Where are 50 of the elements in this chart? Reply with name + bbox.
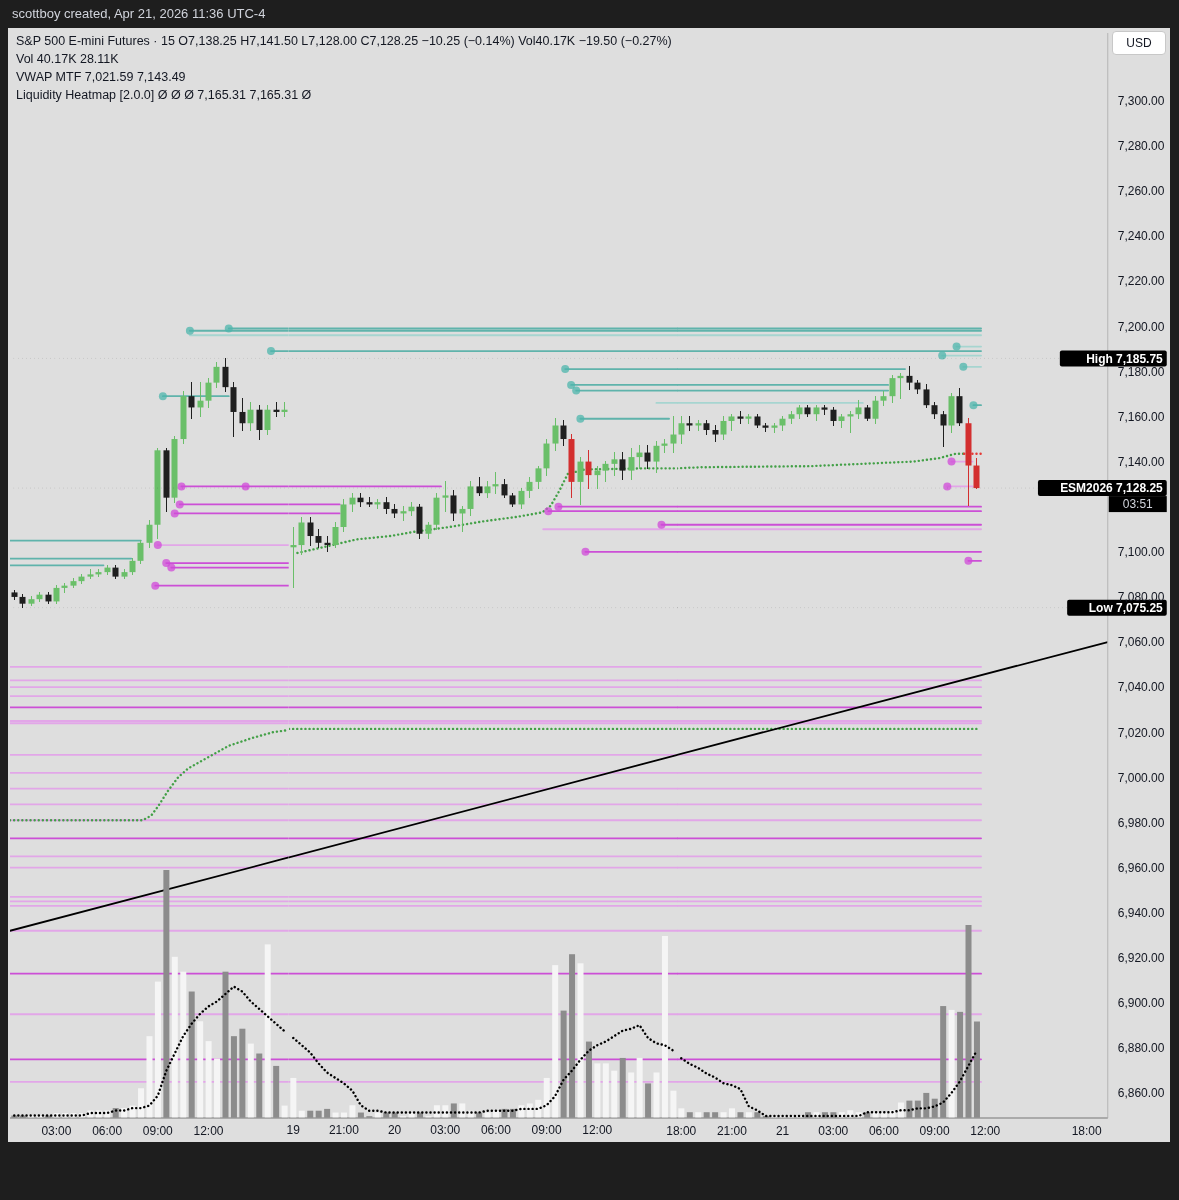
y-tick-label: 6,980.00: [1117, 815, 1165, 830]
text: scottboy created, Apr 21, 2026 11:36 UTC-4: [12, 6, 266, 21]
y-tick-label: 6,960.00: [1117, 860, 1165, 875]
x-tick-label: 21:00: [717, 1123, 748, 1138]
x-tick-label: 12:00: [970, 1123, 1001, 1138]
y-tick-label: 7,220.00: [1117, 274, 1165, 289]
x-tick-label: 21:00: [328, 1123, 359, 1138]
y-tick-label: 7,000.00: [1117, 770, 1165, 785]
y-tick-label: 7,300.00: [1117, 93, 1165, 108]
y-tick-label: 6,920.00: [1117, 951, 1165, 966]
currency-button: USD: [1112, 31, 1166, 55]
y-tick-label: 7,140.00: [1117, 454, 1165, 469]
x-tick-label: 19: [286, 1123, 300, 1138]
y-tick-label: 7,200.00: [1117, 319, 1165, 334]
y-tick-label: 7,020.00: [1117, 725, 1165, 740]
y-tick-label: 7,160.00: [1117, 409, 1165, 424]
x-tick-label: 09:00: [531, 1123, 562, 1138]
y-tick-label: 7,100.00: [1117, 545, 1165, 560]
x-tick-label: 21: [776, 1123, 790, 1138]
x-tick-label: 12:00: [582, 1123, 613, 1138]
annotation: Vol 40.17K 28.11K: [16, 51, 120, 68]
x-tick-label: 06:00: [869, 1123, 900, 1138]
ref-line-label: Low 7,075.25: [1089, 600, 1164, 615]
x-tick-label: 03:00: [818, 1123, 849, 1138]
ref-line-label: ESM2026 7,128.25: [1060, 481, 1164, 496]
text: 03:51: [1122, 497, 1154, 512]
y-tick-label: 6,880.00: [1117, 1041, 1165, 1056]
x-tick-label: 12:00: [193, 1123, 224, 1138]
y-tick-label: 7,180.00: [1117, 364, 1165, 379]
y-tick-label: 7,240.00: [1117, 229, 1165, 244]
x-tick-label: 18:00: [1071, 1123, 1103, 1138]
x-tick-label: 03:00: [41, 1123, 72, 1138]
annotation: VWAP MTF 7,021.59 7,143.49: [16, 69, 187, 86]
x-tick-label: 03:00: [429, 1123, 461, 1138]
y-tick-label: 6,860.00: [1117, 1086, 1165, 1101]
x-tick-label: 09:00: [142, 1123, 174, 1138]
y-tick-label: 7,060.00: [1117, 635, 1165, 650]
y-tick-label: 7,040.00: [1117, 680, 1165, 695]
x-tick-label: 06:00: [480, 1123, 511, 1138]
y-tick-label: 6,900.00: [1117, 996, 1165, 1011]
y-tick-label: 7,260.00: [1117, 184, 1165, 199]
x-tick-label: 18:00: [666, 1123, 697, 1138]
ref-line-label: High 7,185.75: [1086, 351, 1164, 366]
x-tick-label: 06:00: [92, 1123, 123, 1138]
x-tick-label: 20: [387, 1123, 402, 1138]
text: S&P 500 E-mini Futures · 15 O7,138.25 H7,141.50 L7,128.00 C7,128.25 −10.25 (−0.14%) Vol40.17K −19.50 (−0.27%): [16, 33, 672, 50]
x-tick-label: 09:00: [919, 1123, 951, 1138]
annotation: Liquidity Heatmap [2.0.0] Ø Ø Ø 7,165.31 7,165.31 Ø: [16, 87, 313, 104]
y-tick-label: 7,280.00: [1117, 139, 1165, 154]
y-tick-label: 6,940.00: [1117, 905, 1165, 920]
